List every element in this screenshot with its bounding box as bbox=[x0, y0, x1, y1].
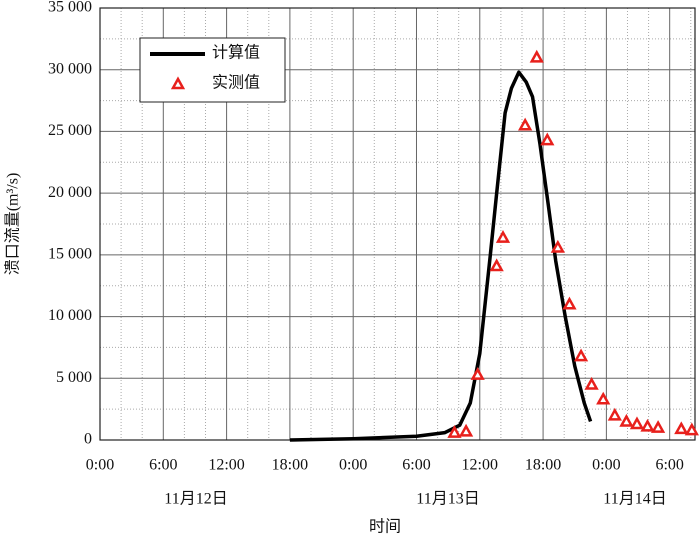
y-tick-label: 15 000 bbox=[48, 246, 92, 263]
y-tick-label: 25 000 bbox=[48, 122, 92, 139]
observed-marker bbox=[640, 418, 655, 432]
observed-marker bbox=[607, 407, 622, 421]
x-tick-label: 6:00 bbox=[149, 457, 177, 474]
computed-line bbox=[289, 70, 593, 442]
observed-marker bbox=[596, 391, 611, 405]
y-tick-label: 10 000 bbox=[48, 307, 92, 324]
x-tick-label: 0:00 bbox=[339, 457, 367, 474]
observed-marker bbox=[447, 425, 462, 438]
observed-marker bbox=[550, 239, 565, 253]
legend-label: 计算值 bbox=[212, 43, 260, 62]
x-tick-label: 6:00 bbox=[655, 457, 683, 474]
observed-marker bbox=[458, 423, 474, 437]
legend-label: 实测值 bbox=[212, 74, 260, 92]
observed-marker bbox=[470, 367, 485, 380]
observed-marker bbox=[629, 416, 645, 430]
observed-marker bbox=[562, 296, 577, 310]
y-tick-label: 0 bbox=[84, 431, 92, 448]
x-tick-label: 6:00 bbox=[402, 457, 430, 474]
date-label: 11月12日 bbox=[164, 491, 227, 508]
observed-marker bbox=[540, 132, 555, 146]
y-tick-label: 35 000 bbox=[48, 0, 92, 16]
date-label: 11月14日 bbox=[603, 491, 666, 508]
x-axis-title: 时间 bbox=[369, 518, 401, 536]
observed-marker bbox=[573, 348, 589, 362]
y-axis-title: 溃口流量(m³/s) bbox=[4, 173, 22, 276]
observed-marker bbox=[650, 420, 666, 433]
legend-marker bbox=[170, 76, 186, 90]
observed-marker bbox=[495, 230, 511, 243]
x-tick-label: 18:00 bbox=[272, 457, 308, 474]
observed-marker bbox=[584, 376, 599, 390]
observed-marker bbox=[684, 422, 699, 436]
observed-marker bbox=[619, 413, 634, 427]
plot-frame bbox=[99, 7, 696, 441]
observed-marker bbox=[489, 258, 504, 272]
x-tick-label: 0:00 bbox=[592, 457, 620, 474]
observed-marker bbox=[674, 421, 689, 435]
observed-marker bbox=[518, 117, 533, 131]
observed-marker bbox=[529, 49, 544, 63]
date-label: 11月13日 bbox=[416, 491, 479, 508]
y-tick-label: 20 000 bbox=[48, 184, 92, 201]
x-tick-label: 18:00 bbox=[525, 457, 561, 474]
y-tick-label: 30 000 bbox=[48, 60, 92, 77]
x-tick-label: 0:00 bbox=[86, 457, 114, 474]
legend-box bbox=[139, 37, 286, 103]
x-tick-label: 12:00 bbox=[462, 457, 498, 474]
x-tick-label: 12:00 bbox=[208, 457, 244, 474]
y-tick-label: 5 000 bbox=[56, 369, 92, 386]
